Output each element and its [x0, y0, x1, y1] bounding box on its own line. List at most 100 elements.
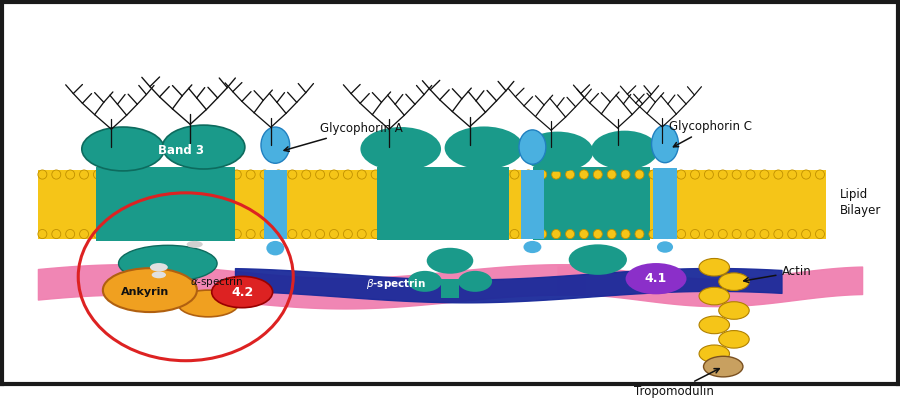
- Ellipse shape: [704, 356, 742, 377]
- Ellipse shape: [149, 230, 158, 239]
- Ellipse shape: [135, 170, 144, 179]
- Ellipse shape: [626, 263, 687, 295]
- Ellipse shape: [427, 170, 436, 179]
- Ellipse shape: [482, 230, 491, 239]
- Ellipse shape: [538, 230, 547, 239]
- Ellipse shape: [260, 230, 269, 239]
- Ellipse shape: [705, 170, 714, 179]
- Bar: [534, 167, 650, 240]
- Ellipse shape: [302, 230, 310, 239]
- Ellipse shape: [274, 170, 283, 179]
- Ellipse shape: [552, 170, 561, 179]
- Ellipse shape: [718, 230, 727, 239]
- Text: $\beta$-spectrin: $\beta$-spectrin: [366, 277, 427, 291]
- Ellipse shape: [150, 263, 167, 271]
- Ellipse shape: [176, 170, 185, 179]
- Ellipse shape: [719, 273, 749, 291]
- Ellipse shape: [662, 170, 671, 179]
- Ellipse shape: [94, 230, 103, 239]
- Ellipse shape: [815, 230, 824, 239]
- Ellipse shape: [733, 230, 741, 239]
- Ellipse shape: [718, 170, 727, 179]
- Ellipse shape: [552, 230, 561, 239]
- Ellipse shape: [496, 170, 505, 179]
- Ellipse shape: [649, 170, 658, 179]
- Ellipse shape: [103, 268, 197, 312]
- Ellipse shape: [788, 230, 796, 239]
- Ellipse shape: [135, 230, 144, 239]
- Ellipse shape: [176, 230, 185, 239]
- Ellipse shape: [591, 131, 658, 170]
- Ellipse shape: [699, 345, 730, 363]
- Ellipse shape: [79, 230, 88, 239]
- Ellipse shape: [177, 290, 238, 317]
- Ellipse shape: [468, 230, 477, 239]
- Ellipse shape: [746, 230, 755, 239]
- Ellipse shape: [119, 245, 217, 281]
- Bar: [96, 167, 235, 240]
- Ellipse shape: [107, 170, 116, 179]
- Ellipse shape: [608, 230, 616, 239]
- Ellipse shape: [329, 230, 338, 239]
- Ellipse shape: [371, 170, 380, 179]
- Bar: [653, 168, 677, 239]
- Ellipse shape: [427, 248, 473, 274]
- Ellipse shape: [357, 230, 366, 239]
- Ellipse shape: [219, 230, 228, 239]
- Ellipse shape: [107, 230, 116, 239]
- Ellipse shape: [760, 170, 769, 179]
- Ellipse shape: [152, 271, 166, 278]
- Text: Actin: Actin: [743, 265, 811, 283]
- Ellipse shape: [232, 170, 241, 179]
- Bar: [521, 170, 544, 239]
- Ellipse shape: [82, 127, 164, 171]
- Ellipse shape: [510, 170, 519, 179]
- Ellipse shape: [191, 230, 200, 239]
- Text: 4.1: 4.1: [645, 272, 667, 285]
- Ellipse shape: [212, 276, 273, 308]
- Ellipse shape: [162, 125, 245, 169]
- Ellipse shape: [519, 130, 546, 164]
- Ellipse shape: [510, 230, 519, 239]
- Ellipse shape: [399, 230, 408, 239]
- Ellipse shape: [699, 316, 730, 334]
- Ellipse shape: [52, 230, 61, 239]
- Ellipse shape: [232, 230, 241, 239]
- Ellipse shape: [445, 127, 524, 169]
- Ellipse shape: [746, 170, 755, 179]
- Ellipse shape: [122, 230, 130, 239]
- Ellipse shape: [149, 170, 158, 179]
- Ellipse shape: [38, 230, 47, 239]
- Ellipse shape: [733, 170, 741, 179]
- Ellipse shape: [458, 271, 492, 292]
- Ellipse shape: [441, 170, 450, 179]
- Ellipse shape: [677, 170, 686, 179]
- Ellipse shape: [344, 170, 353, 179]
- Ellipse shape: [454, 230, 464, 239]
- Ellipse shape: [621, 170, 630, 179]
- Ellipse shape: [569, 244, 627, 275]
- Ellipse shape: [163, 230, 172, 239]
- Ellipse shape: [385, 230, 394, 239]
- Ellipse shape: [247, 170, 256, 179]
- Ellipse shape: [524, 241, 542, 253]
- Ellipse shape: [186, 241, 202, 248]
- Ellipse shape: [522, 132, 593, 172]
- Ellipse shape: [360, 127, 441, 171]
- Ellipse shape: [413, 230, 422, 239]
- Text: Tropomodulin: Tropomodulin: [634, 369, 719, 398]
- Ellipse shape: [316, 170, 325, 179]
- Ellipse shape: [52, 170, 61, 179]
- Ellipse shape: [66, 170, 75, 179]
- Ellipse shape: [705, 230, 714, 239]
- Ellipse shape: [274, 230, 283, 239]
- Ellipse shape: [788, 170, 796, 179]
- Ellipse shape: [652, 125, 679, 163]
- Ellipse shape: [524, 170, 533, 179]
- Ellipse shape: [385, 170, 394, 179]
- Ellipse shape: [38, 170, 47, 179]
- Ellipse shape: [302, 170, 310, 179]
- Ellipse shape: [635, 230, 644, 239]
- Text: Glycophorin A: Glycophorin A: [284, 122, 403, 151]
- Ellipse shape: [608, 170, 616, 179]
